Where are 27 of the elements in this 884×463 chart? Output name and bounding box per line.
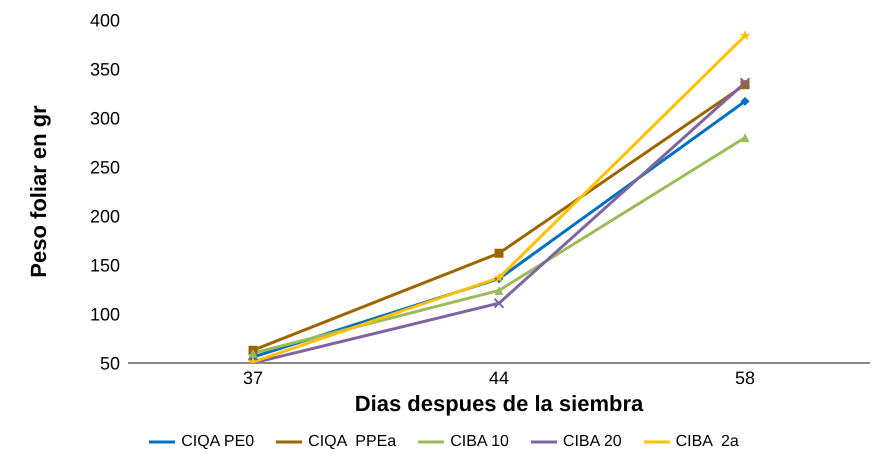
y-tick-label: 200: [90, 206, 120, 226]
y-tick-label: 300: [90, 108, 120, 128]
y-tick-label: 250: [90, 157, 120, 178]
x-tick-label: 58: [734, 368, 756, 388]
point: [494, 248, 504, 258]
legend-label: CIBA 20: [562, 433, 622, 451]
point: [739, 30, 751, 40]
x-tick-label: 44: [488, 368, 510, 388]
legend-label: CIBA 10: [449, 433, 509, 451]
y-tick-label: 150: [90, 255, 120, 276]
y-tick-label: 50: [100, 353, 120, 374]
legend-label: CIQA PPEa: [307, 433, 396, 451]
point: [493, 272, 505, 282]
point: [740, 96, 750, 106]
x-tick-label: 37: [242, 368, 264, 388]
point: [494, 286, 504, 295]
y-axis-title: Peso foliar en gr: [26, 104, 51, 278]
y-tick-label: 400: [90, 10, 120, 30]
point: [740, 133, 750, 142]
y-tick-label: 350: [90, 59, 120, 80]
y-tick-label: 100: [90, 304, 120, 324]
point: [740, 77, 750, 88]
point: [248, 348, 258, 358]
point: [494, 298, 504, 309]
x-axis-title: Dias despues de la siembra: [354, 391, 644, 416]
legend-label: CIQA PE0: [180, 433, 254, 451]
legend-label: CIBA 2a: [674, 433, 739, 451]
